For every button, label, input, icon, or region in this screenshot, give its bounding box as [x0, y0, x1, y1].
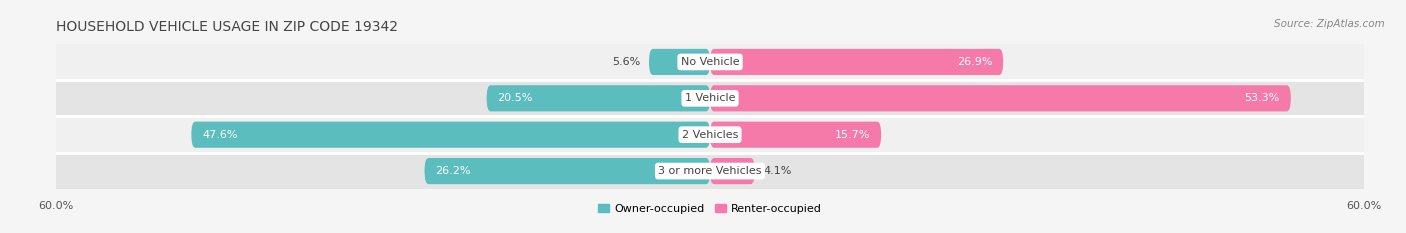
Text: 4.1%: 4.1% [763, 166, 792, 176]
FancyBboxPatch shape [486, 85, 710, 111]
Bar [56, 80, 1364, 116]
Text: 53.3%: 53.3% [1244, 93, 1279, 103]
Text: Source: ZipAtlas.com: Source: ZipAtlas.com [1274, 19, 1385, 29]
Text: 2 Vehicles: 2 Vehicles [682, 130, 738, 140]
FancyBboxPatch shape [425, 158, 710, 184]
Text: HOUSEHOLD VEHICLE USAGE IN ZIP CODE 19342: HOUSEHOLD VEHICLE USAGE IN ZIP CODE 1934… [56, 20, 398, 34]
FancyBboxPatch shape [710, 158, 755, 184]
FancyBboxPatch shape [710, 85, 1291, 111]
Text: 3 or more Vehicles: 3 or more Vehicles [658, 166, 762, 176]
Text: 26.2%: 26.2% [436, 166, 471, 176]
Text: 26.9%: 26.9% [956, 57, 993, 67]
Text: 20.5%: 20.5% [498, 93, 533, 103]
Text: 5.6%: 5.6% [612, 57, 640, 67]
Text: 1 Vehicle: 1 Vehicle [685, 93, 735, 103]
Text: 15.7%: 15.7% [835, 130, 870, 140]
FancyBboxPatch shape [710, 49, 1002, 75]
FancyBboxPatch shape [191, 122, 710, 148]
Bar [56, 44, 1364, 80]
Bar [56, 153, 1364, 189]
FancyBboxPatch shape [650, 49, 710, 75]
FancyBboxPatch shape [710, 122, 882, 148]
Text: 47.6%: 47.6% [202, 130, 238, 140]
Legend: Owner-occupied, Renter-occupied: Owner-occupied, Renter-occupied [593, 199, 827, 218]
Text: No Vehicle: No Vehicle [681, 57, 740, 67]
Bar [56, 116, 1364, 153]
